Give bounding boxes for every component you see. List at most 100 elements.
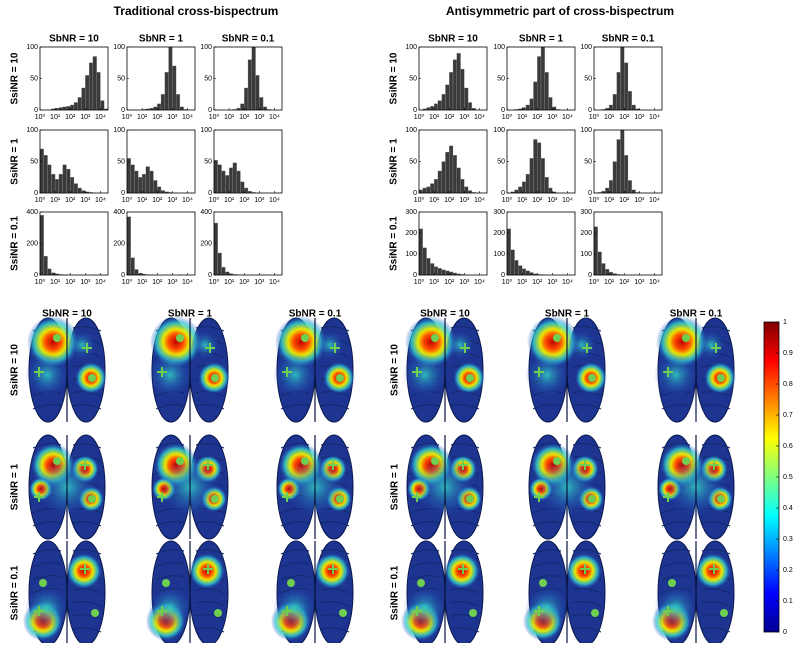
x-tick-label: 10² (152, 197, 163, 204)
bar (93, 56, 97, 110)
brain-map (403, 316, 485, 422)
bar (605, 188, 609, 193)
y-tick-label: 100 (113, 127, 125, 134)
colorbar-tick-label: 0.4 (783, 505, 793, 512)
x-tick-label: 10³ (167, 114, 178, 121)
brain-map (652, 541, 734, 643)
source-marker (91, 609, 99, 617)
bar (609, 272, 613, 275)
x-tick-label: 10⁰ (122, 196, 133, 204)
bar (66, 169, 70, 193)
activation (25, 353, 69, 397)
y-tick-label: 0 (588, 272, 592, 279)
source-marker (162, 579, 170, 587)
source-marker (339, 609, 347, 617)
bar (549, 188, 553, 193)
brain-row-label: SsiNR = 0.1 (390, 565, 401, 620)
y-tick-label: 100 (26, 127, 38, 134)
bar (449, 272, 453, 275)
bar (218, 253, 222, 275)
y-tick-label: 0 (413, 107, 417, 114)
colorbar-tick-label: 0.1 (783, 598, 793, 605)
y-tick-label: 0 (121, 272, 125, 279)
x-tick-label: 10⁰ (35, 113, 46, 121)
brain-row-label: SsiNR = 10 (390, 344, 401, 396)
bar (549, 97, 553, 110)
x-tick-label: 10² (532, 197, 543, 204)
bar (507, 229, 511, 275)
x-tick-label: 10⁰ (502, 278, 513, 286)
x-tick-label: 10⁴ (562, 197, 573, 204)
x-tick-label: 10⁰ (122, 113, 133, 121)
x-tick-label: 10⁰ (209, 278, 220, 286)
x-tick-label: 10⁰ (35, 196, 46, 204)
y-tick-label: 400 (200, 209, 212, 216)
source-marker (39, 579, 47, 587)
x-tick-label: 10³ (547, 197, 558, 204)
y-tick-label: 0 (208, 272, 212, 279)
y-tick-label: 0 (501, 107, 505, 114)
y-tick-label: 0 (208, 107, 212, 114)
x-tick-label: 10² (152, 279, 163, 286)
x-tick-label: 10¹ (429, 279, 440, 286)
colorbar-tick-label: 0.6 (783, 443, 793, 450)
x-tick-label: 10² (239, 114, 250, 121)
row-label: SsiNR = 0.1 (10, 216, 21, 271)
source-marker (720, 609, 728, 617)
y-tick-label: 0 (208, 190, 212, 197)
bar (165, 72, 169, 110)
x-tick-label: 10¹ (224, 279, 235, 286)
activation (148, 586, 192, 630)
x-tick-label: 10² (619, 114, 630, 121)
bar (594, 227, 598, 275)
bar (457, 168, 461, 193)
brain-map (407, 435, 483, 539)
bar (617, 72, 621, 110)
bar (218, 165, 222, 193)
bar (526, 105, 530, 110)
colorbar-tick-label: 0.5 (783, 474, 793, 481)
y-tick-label: 100 (26, 44, 38, 51)
bar (131, 258, 135, 275)
source-marker (668, 579, 676, 587)
x-tick-label: 10⁴ (649, 197, 660, 204)
y-tick-label: 100 (580, 127, 592, 134)
bar (146, 167, 150, 193)
x-tick-label: 10⁰ (502, 113, 513, 121)
source-marker (682, 334, 690, 342)
row-label: SsiNR = 10 (389, 52, 400, 104)
bar (51, 174, 55, 193)
activation (273, 586, 317, 630)
x-tick-label: 10³ (634, 197, 645, 204)
brain-map (273, 316, 355, 422)
x-tick-label: 10⁴ (269, 114, 280, 121)
source-marker (88, 374, 96, 382)
y-tick-label: 400 (113, 209, 125, 216)
panel-title: Traditional cross-bispectrum (114, 4, 279, 18)
colorbar-tick-label: 0 (783, 629, 787, 636)
source-marker (176, 457, 184, 465)
y-tick-label: 50 (409, 75, 417, 82)
brain-map (23, 541, 105, 643)
bar (518, 266, 522, 275)
bar (176, 94, 180, 110)
x-tick-label: 10² (619, 197, 630, 204)
bar (605, 269, 609, 275)
y-tick-label: 0 (413, 272, 417, 279)
activation (446, 331, 474, 359)
x-tick-label: 10³ (80, 279, 91, 286)
y-tick-label: 0 (501, 190, 505, 197)
y-tick-label: 200 (200, 240, 212, 247)
brain-row-label: SsiNR = 10 (10, 344, 21, 396)
activation (68, 331, 96, 359)
bar (434, 104, 438, 110)
y-tick-label: 0 (34, 190, 38, 197)
x-tick-label: 10³ (167, 197, 178, 204)
bar (427, 258, 431, 275)
brain-map (146, 541, 228, 643)
subplot-title: SbNR = 0.1 (602, 34, 655, 45)
activation (697, 331, 725, 359)
y-tick-label: 100 (113, 44, 125, 51)
colorbar-tick-label: 1 (783, 319, 787, 326)
x-tick-label: 10¹ (429, 197, 440, 204)
